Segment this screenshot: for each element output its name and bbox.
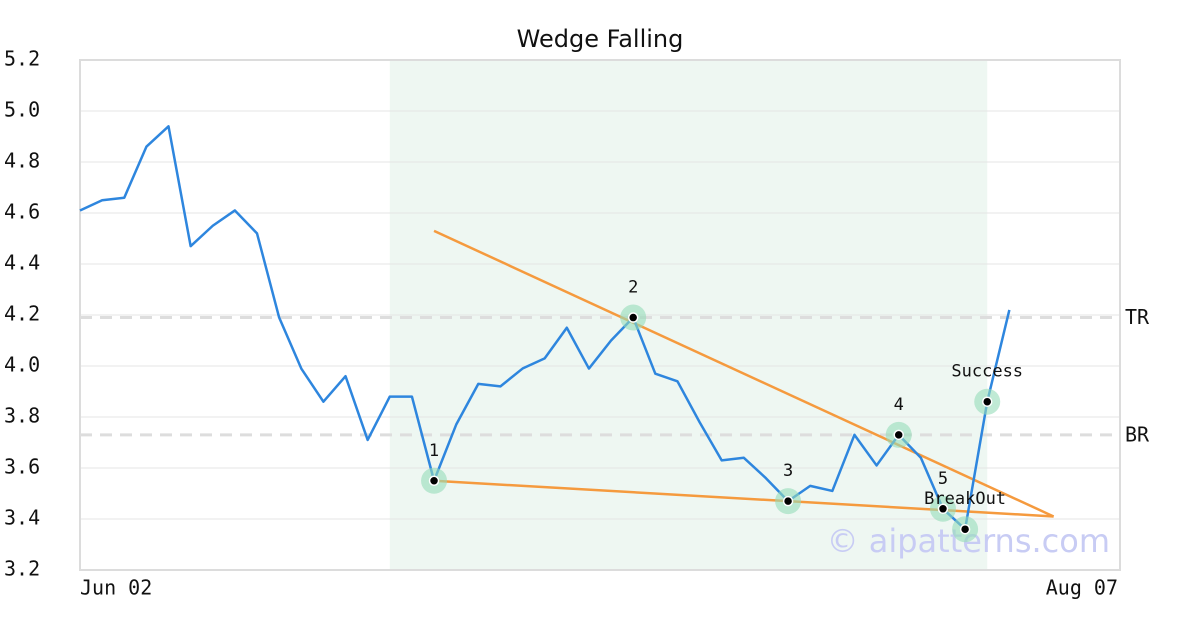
pattern-point-label: 1: [429, 441, 439, 461]
y-tick-label: 4.8: [4, 149, 40, 173]
y-tick-label: 4.4: [4, 251, 40, 275]
pattern-point: [981, 396, 993, 407]
y-tick-label: 3.4: [4, 506, 40, 530]
y-tick-label: 4.0: [4, 353, 40, 377]
level-label: BR: [1125, 422, 1150, 446]
pattern-point-label: Success: [951, 362, 1023, 382]
chart-title: Wedge Falling: [517, 25, 684, 53]
y-tick-label: 4.6: [4, 200, 40, 224]
y-tick-label: 3.8: [4, 404, 40, 428]
pattern-point-label: BreakOut: [924, 489, 1006, 509]
pattern-point: [782, 495, 794, 507]
plot-border: [79, 59, 1121, 571]
price-line: [79, 125, 1011, 531]
y-tick-label: 3.2: [4, 557, 40, 581]
x-tick-label: Aug 07: [1046, 576, 1118, 600]
x-tick-label: Jun 02: [80, 576, 152, 600]
trendline: [433, 229, 1055, 518]
pattern-point: [959, 523, 971, 535]
pattern-point: [893, 429, 904, 441]
y-tick-label: 4.2: [4, 302, 40, 326]
pattern-point: [937, 503, 949, 515]
pattern-point-label: 2: [628, 278, 638, 298]
pattern-point-label: 3: [783, 461, 793, 481]
pattern-point-label: 4: [894, 395, 904, 415]
pattern-point-label: 5: [938, 469, 948, 489]
y-tick-label: 5.2: [4, 47, 40, 71]
y-tick-label: 3.6: [4, 455, 40, 479]
level-label: TR: [1125, 305, 1150, 329]
y-tick-label: 5.0: [4, 98, 40, 122]
pattern-point: [627, 312, 639, 323]
pattern-point: [428, 475, 440, 486]
